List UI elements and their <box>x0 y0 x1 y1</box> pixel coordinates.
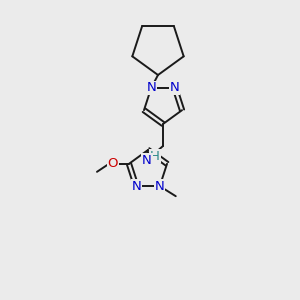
Text: N: N <box>146 81 156 94</box>
Text: O: O <box>108 157 118 170</box>
Text: N: N <box>170 81 180 94</box>
Text: N: N <box>142 154 152 166</box>
Text: H: H <box>150 149 160 163</box>
Text: N: N <box>155 180 165 193</box>
Text: N: N <box>131 180 141 193</box>
